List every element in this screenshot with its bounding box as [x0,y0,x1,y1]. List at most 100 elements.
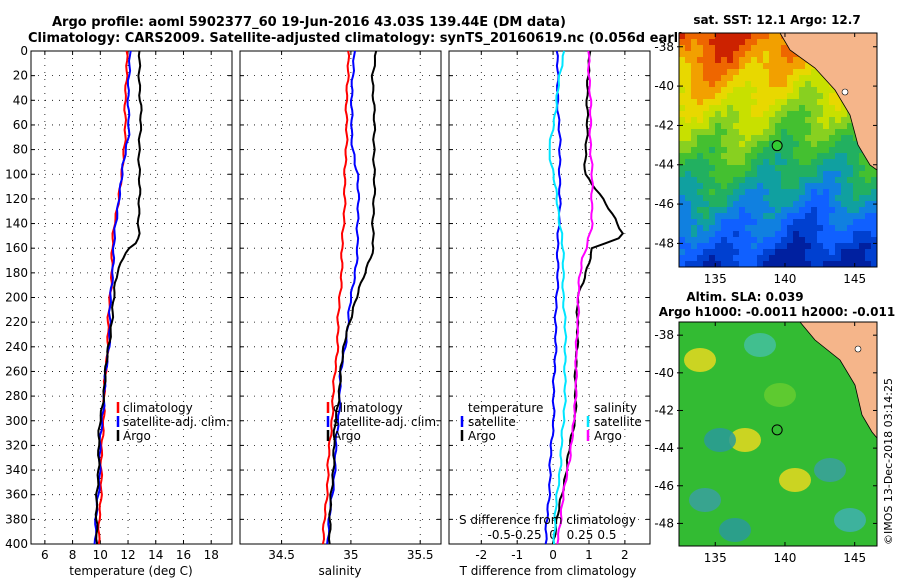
sst-cell [751,63,757,69]
sst-cell [697,183,703,189]
x-tick-label: 14 [148,548,163,562]
sst-cell [841,153,847,159]
sst-cell [733,129,739,135]
sst-cell [769,255,775,261]
sst-cell [799,183,805,189]
sst-cell [745,147,751,153]
sst-cell [805,177,811,183]
sst-cell [691,255,697,261]
sst-cell [697,153,703,159]
sst-cell [775,183,781,189]
sst-cell [787,225,793,231]
sst-cell [775,189,781,195]
sst-cell [865,201,871,207]
sst-cell [793,249,799,255]
sst-cell [763,75,769,81]
sst-cell [865,189,871,195]
x-tick-label: -1 [511,548,523,562]
sst-island [841,88,849,96]
sst-cell [763,219,769,225]
sst-cell [763,63,769,69]
sst-cell [805,69,811,75]
sst-cell [859,225,865,231]
sst-cell [757,231,763,237]
sst-cell [757,141,763,147]
sst-cell [697,111,703,117]
sst-cell [823,201,829,207]
sst-cell [799,159,805,165]
sst-cell [691,39,697,45]
sst-cell [685,201,691,207]
sla-anomaly [744,333,776,357]
sst-cell [763,147,769,153]
sst-cell [739,249,745,255]
sst-cell [733,249,739,255]
sst-cell [793,219,799,225]
sst-cell [679,177,685,183]
sst-cell [727,75,733,81]
sst-cell [751,147,757,153]
sst-cell [775,123,781,129]
sst-cell [709,45,715,51]
map-x-tick-label: 145 [843,272,866,286]
sst-cell [709,255,715,261]
sst-cell [847,261,853,267]
x-tick-label: 2 [621,548,629,562]
sst-cell [715,123,721,129]
sst-cell [691,135,697,141]
legend-s-satellite: satellite [594,415,642,429]
sst-cell [817,171,823,177]
sst-cell [727,141,733,147]
sst-cell [697,237,703,243]
sst-cell [829,129,835,135]
sst-cell [757,153,763,159]
sst-cell [703,105,709,111]
sst-cell [793,63,799,69]
sst-cell [781,123,787,129]
sst-cell [703,183,709,189]
sst-cell [697,57,703,63]
sst-cell [739,177,745,183]
sst-cell [799,249,805,255]
sst-cell [793,171,799,177]
sst-cell [709,213,715,219]
sst-cell [691,69,697,75]
diff-top-axis-label: S difference from climatology [459,513,636,527]
sst-cell [715,57,721,63]
sst-cell [787,237,793,243]
sst-cell [685,153,691,159]
sst-cell [697,165,703,171]
sst-cell [841,225,847,231]
sst-cell [751,69,757,75]
legend-t-satellite: satellite [468,415,516,429]
sst-cell [811,189,817,195]
sla-island [854,345,862,353]
sst-cell [745,141,751,147]
sst-cell [715,87,721,93]
sst-cell [745,159,751,165]
sst-cell [715,231,721,237]
sst-cell [835,225,841,231]
sst-cell [781,243,787,249]
sst-cell [751,171,757,177]
sst-cell [751,237,757,243]
sst-cell [751,111,757,117]
sst-cell [847,147,853,153]
sst-cell [745,117,751,123]
sst-cell [739,153,745,159]
sst-cell [721,105,727,111]
sst-cell [823,105,829,111]
sst-cell [733,171,739,177]
sst-cell [757,225,763,231]
sst-cell [817,99,823,105]
sst-cell [799,99,805,105]
sst-cell [709,147,715,153]
sst-cell [727,69,733,75]
sst-cell [853,141,859,147]
sst-cell [769,237,775,243]
sst-cell [793,87,799,93]
sst-cell [739,219,745,225]
sst-cell [721,147,727,153]
sst-cell [769,111,775,117]
sst-cell [805,207,811,213]
